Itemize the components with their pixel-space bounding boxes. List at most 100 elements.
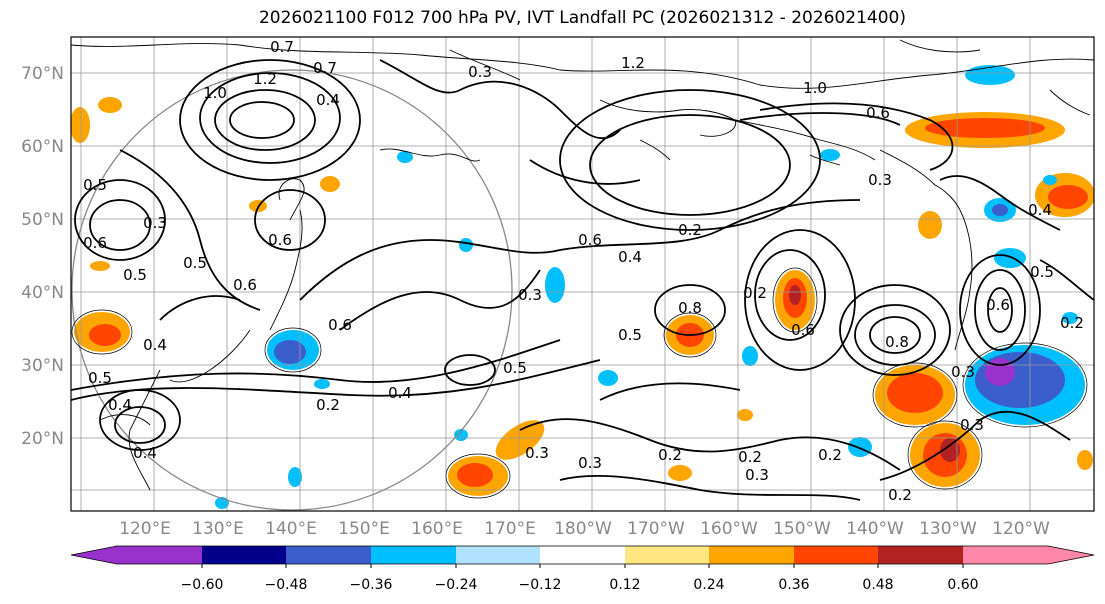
colorbar-segment	[794, 546, 878, 564]
colorbar-outline	[70, 545, 1095, 565]
shade-blob	[288, 467, 302, 487]
lat-label: 70°N	[21, 64, 64, 84]
coastlines	[71, 39, 1094, 491]
colorbar-tick-label: 0.24	[693, 577, 724, 593]
colorbar-segment	[540, 546, 625, 564]
lon-label: 120°W	[992, 519, 1050, 539]
contour-label: 0.6	[986, 296, 1010, 314]
map-frame	[70, 36, 1095, 512]
colorbar-extend-low	[71, 546, 117, 564]
shade-blob	[789, 285, 801, 305]
colorbar-segment	[371, 546, 456, 564]
longitude-labels: 120°E 130°E 140°E 150°E 160°E 170°E 180°…	[119, 519, 1050, 539]
contour-label: 0.5	[88, 369, 112, 387]
contour-label: 0.6	[866, 104, 890, 122]
contour-label: 0.2	[658, 446, 682, 464]
shade-blob	[545, 267, 565, 303]
lon-label: 130°E	[192, 519, 244, 539]
shade-blob	[90, 261, 110, 271]
colorbar	[70, 545, 1095, 568]
colorbar-segment	[709, 546, 794, 564]
colorbar-tick-label: −0.48	[265, 577, 308, 593]
shade-blob	[89, 324, 121, 346]
contour-label: 0.6	[233, 276, 257, 294]
shade-blob	[1043, 175, 1057, 185]
contour-label: 0.5	[618, 326, 642, 344]
shade-blob	[940, 438, 960, 462]
shade-blob	[1077, 450, 1093, 470]
shade-blob	[274, 340, 306, 364]
colorbar-segment	[878, 546, 963, 564]
shade-blob	[737, 409, 753, 421]
lon-label: 160°W	[700, 519, 758, 539]
colorbar-tick-label: −0.24	[435, 577, 478, 593]
lat-label: 60°N	[21, 137, 64, 157]
shade-blob	[98, 97, 122, 113]
contour-label: 0.3	[518, 286, 542, 304]
lon-label: 170°E	[484, 519, 536, 539]
contour-label: 0.3	[143, 214, 167, 232]
colorbar-tick-label: −0.60	[181, 577, 224, 593]
colorbar-tick-labels: −0.60 −0.48 −0.36 −0.24 −0.12 0.12 0.24 …	[181, 577, 979, 593]
colorbar-segment	[963, 546, 1048, 564]
contour-label: 0.5	[83, 176, 107, 194]
contour-label: 0.6	[328, 316, 352, 334]
contour-label: 0.4	[143, 336, 167, 354]
shade-blob	[925, 118, 1045, 138]
thin-contours	[71, 267, 1088, 499]
contour-label: 0.2	[888, 486, 912, 504]
lon-label: 120°E	[119, 519, 171, 539]
lon-label: 160°E	[411, 519, 463, 539]
contour-label: 0.5	[28, 26, 52, 44]
contour-label: 1.0	[803, 79, 827, 97]
colorbar-segment	[202, 546, 286, 564]
contour-label: 1.2	[621, 54, 645, 72]
contour-label: 0.5	[183, 254, 207, 272]
lon-label: 170°W	[627, 519, 685, 539]
shade-blob	[668, 465, 692, 481]
shade-blob	[320, 176, 340, 192]
lat-label: 30°N	[21, 356, 64, 376]
shade-blob	[918, 211, 942, 239]
contour-label: 0.3	[745, 466, 769, 484]
contour-label: 0.4	[618, 248, 642, 266]
colorbar-extend-high	[1048, 546, 1094, 564]
contour-label: 0.6	[791, 321, 815, 339]
contour-label: 0.3	[578, 454, 602, 472]
lon-label: 150°E	[338, 519, 390, 539]
contour-label: 0.2	[1060, 314, 1084, 332]
contour-label: 0.6	[83, 234, 107, 252]
contour-label: 0.8	[678, 299, 702, 317]
contour-label: 0.2	[818, 446, 842, 464]
lat-label: 20°N	[21, 429, 64, 449]
contour-label: 0.4	[108, 396, 132, 414]
contour-label: 0.2	[316, 396, 340, 414]
colorbar-tick-label: 0.48	[862, 577, 893, 593]
contour-label: 0.5	[1030, 263, 1054, 281]
shade-blob	[985, 358, 1015, 386]
shade-blob	[887, 373, 943, 413]
colorbar-tick-label: 0.60	[947, 577, 978, 593]
colorbar-tick-label: 0.36	[778, 577, 809, 593]
contour-label: 0.2	[678, 221, 702, 239]
contour-label: 0.3	[525, 444, 549, 462]
shade-blob	[848, 437, 872, 457]
lon-label: 140°E	[265, 519, 317, 539]
contour-label: 0.6	[268, 231, 292, 249]
contour-label: 0.4	[133, 444, 157, 462]
colorbar-segment	[456, 546, 540, 564]
contour-label: 0.4	[388, 384, 412, 402]
lat-label: 50°N	[21, 210, 64, 230]
contour-labels: 0.7 0.7 1.0 1.2 0.3 1.2 1.0 0.6 0.4 0.5 0.3 0.5 0.6 0…	[28, 26, 1084, 504]
shade-blob	[994, 248, 1026, 268]
shade-blob	[397, 151, 413, 163]
shade-blob	[598, 370, 618, 386]
colorbar-tick-label: −0.12	[519, 577, 562, 593]
shade-blob	[965, 65, 1015, 85]
shade-blob	[1062, 312, 1078, 324]
lat-label: 40°N	[21, 283, 64, 303]
shade-blob	[314, 379, 330, 389]
contour-label: 0.3	[868, 171, 892, 189]
shade-blob	[457, 463, 493, 487]
